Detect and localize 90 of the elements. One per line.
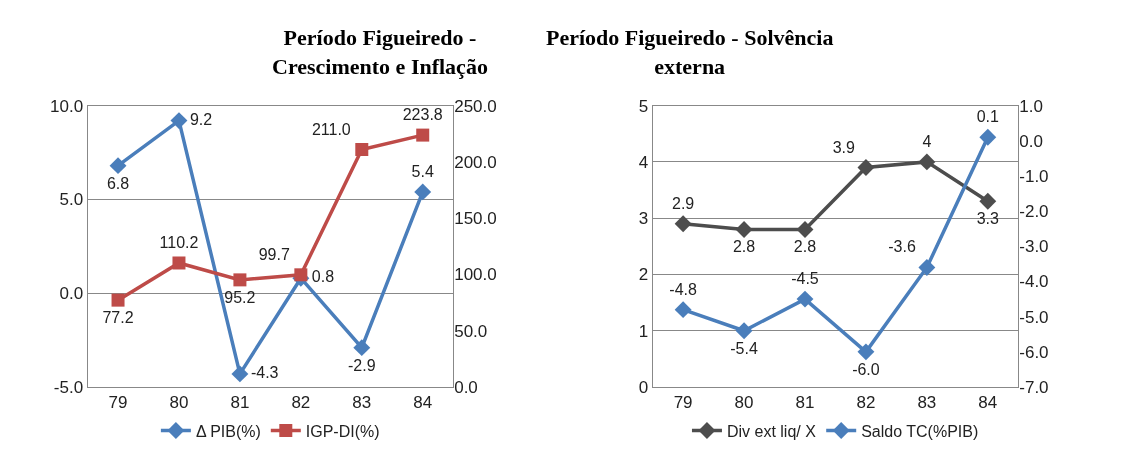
point: [796, 290, 814, 308]
data-label: -2.9: [348, 356, 376, 374]
y-tick-label: 10.0: [50, 96, 84, 116]
y2-tick-label: 100.0: [454, 265, 497, 285]
point: [857, 343, 875, 361]
y2-tick-label: 0.0: [454, 378, 478, 397]
data-label: 6.8: [106, 174, 130, 192]
y-tick-label: 0.0: [59, 284, 84, 304]
y2-tick-label: -4.0: [1019, 272, 1049, 292]
data-label: 5.4: [411, 162, 434, 180]
point: [674, 301, 692, 319]
data-label: -6.0: [852, 360, 880, 378]
point: [353, 339, 371, 357]
y2-tick-label: 1.0: [1019, 96, 1043, 116]
data-label: 3.9: [832, 138, 856, 156]
point: [674, 215, 692, 233]
point: [294, 268, 308, 282]
y2-tick-label: -1.0: [1019, 166, 1049, 186]
data-label: 3.3: [976, 210, 1000, 228]
data-label: 95.2: [224, 288, 256, 306]
data-label: 0.8: [311, 268, 335, 286]
y2-tick-label: 200.0: [454, 152, 497, 172]
chart-title: Período Figueiredo - Solvência externa: [546, 25, 834, 79]
point: [233, 273, 247, 287]
data-label: 223.8: [402, 106, 443, 124]
data-label: 4: [922, 132, 932, 150]
legend-label: IGP-DI(%): [305, 422, 380, 440]
data-label: 110.2: [159, 233, 199, 251]
point: [231, 365, 249, 383]
x-tick-label: 80: [169, 393, 189, 413]
point: [111, 293, 125, 307]
data-label: 2.8: [793, 238, 817, 256]
x-tick-label: 81: [795, 393, 815, 413]
point: [979, 192, 997, 210]
data-label: 77.2: [102, 309, 134, 327]
point: [355, 143, 369, 157]
point: [796, 220, 814, 238]
x-tick-label: 82: [291, 393, 311, 413]
y-tick-label: 4: [638, 152, 649, 172]
data-label: 9.2: [189, 110, 213, 128]
x-tick-label: 80: [734, 393, 754, 413]
x-tick-label: 79: [108, 393, 128, 413]
data-label: 2.8: [732, 238, 756, 256]
y2-tick-label: -3.0: [1019, 237, 1049, 257]
legend-label: Saldo TC(%PIB): [861, 422, 979, 440]
y-tick-label: 2: [638, 265, 649, 285]
y-tick-label: 5: [638, 96, 649, 116]
point: [979, 128, 997, 146]
data-label: 211.0: [311, 120, 351, 138]
legend-label: Δ PIB(%): [195, 422, 261, 440]
y-tick-label: -5.0: [53, 378, 84, 397]
data-label: 99.7: [258, 245, 290, 263]
data-label: -4.8: [669, 280, 697, 298]
data-label: 2.9: [671, 194, 695, 212]
point: [857, 159, 875, 176]
x-tick-label: 82: [856, 393, 876, 413]
point: [918, 258, 936, 276]
x-tick-label: 83: [352, 393, 372, 413]
point: [918, 153, 936, 171]
y2-tick-label: 150.0: [454, 209, 497, 229]
y2-tick-label: -6.0: [1019, 342, 1049, 362]
x-tick-label: 84: [978, 393, 998, 413]
y-tick-label: 0: [638, 378, 649, 397]
point: [172, 256, 186, 270]
x-tick-label: 84: [413, 393, 433, 413]
y2-tick-label: -2.0: [1019, 202, 1049, 222]
x-tick-label: 81: [230, 393, 250, 413]
data-label: -5.4: [730, 339, 758, 357]
data-label: -4.3: [250, 363, 279, 381]
data-label: -3.6: [888, 238, 916, 256]
y-tick-label: 1: [638, 321, 649, 341]
x-tick-label: 79: [673, 393, 693, 413]
y-tick-label: 5.0: [59, 190, 84, 210]
data-label: 0.1: [976, 108, 1000, 126]
point: [735, 322, 753, 340]
point: [414, 183, 432, 201]
data-label: -4.5: [791, 270, 819, 288]
y2-tick-label: -7.0: [1019, 378, 1049, 397]
y2-tick-label: -5.0: [1019, 307, 1049, 327]
point: [735, 220, 753, 238]
point: [109, 157, 127, 175]
y2-tick-label: 250.0: [454, 96, 497, 116]
y-tick-label: 3: [638, 209, 649, 229]
x-tick-label: 83: [917, 393, 937, 413]
y2-tick-label: 50.0: [454, 321, 488, 341]
chart-title: Período Figueiredo - Crescimento e Inflação: [272, 25, 488, 79]
legend-label: Div ext liq/ X: [726, 422, 817, 440]
y2-tick-label: 0.0: [1019, 131, 1043, 151]
point: [170, 112, 188, 130]
point: [416, 128, 430, 142]
